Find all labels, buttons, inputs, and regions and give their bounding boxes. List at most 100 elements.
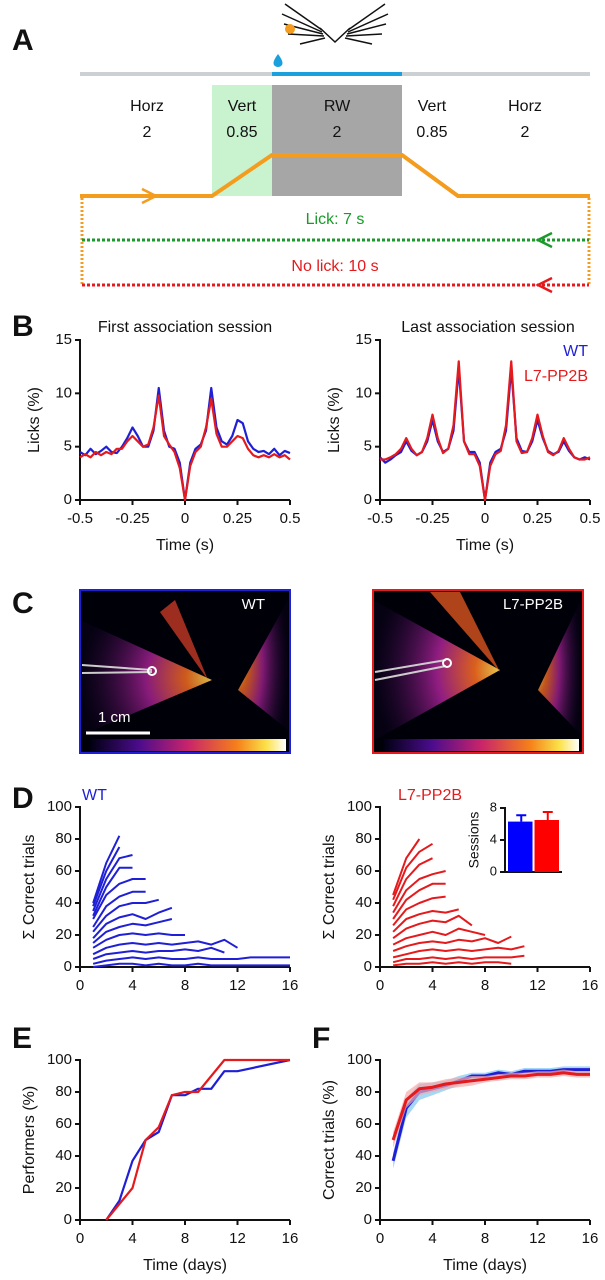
chart-title: First association session (98, 319, 272, 336)
panel-c: WT 1 cm L7-PP2B (79, 589, 584, 754)
error-band (393, 1066, 590, 1169)
panel-label: B (12, 310, 34, 343)
series-line (105, 1058, 290, 1221)
y-axis-label: Σ Correct trials (321, 834, 338, 939)
y-tick-label: 80 (55, 1083, 72, 1100)
y-tick-label: 20 (355, 1179, 372, 1196)
y-tick-label: 60 (355, 862, 372, 879)
x-tick-label: 16 (282, 1230, 299, 1247)
zone-name: Vert (228, 98, 257, 115)
no-lick-label: No lick: 10 s (291, 258, 378, 275)
x-tick-label: 0 (181, 510, 189, 527)
zone-name: Vert (418, 98, 447, 115)
y-tick-label: 40 (55, 1147, 72, 1164)
y-tick-label: 0 (490, 863, 497, 878)
y-tick-label: 60 (355, 1115, 372, 1132)
x-tick-label: 4 (428, 977, 436, 994)
x-tick-label: 12 (529, 977, 546, 994)
series-line (393, 961, 512, 967)
y-tick-label: 0 (64, 491, 72, 508)
x-tick-label: 0 (376, 977, 384, 994)
y-tick-label: 100 (347, 1051, 372, 1068)
error-band (393, 1069, 590, 1148)
y-tick-label: 100 (347, 798, 372, 815)
series-line (392, 838, 421, 896)
y-axis-label: Performers (%) (21, 1086, 38, 1194)
y-tick-label: 60 (55, 862, 72, 879)
series-line (92, 898, 159, 933)
heatmap-wt (79, 589, 291, 754)
series-line (92, 878, 146, 920)
panel-label: A (12, 24, 34, 57)
mouse-whiskers-icon (281, 3, 389, 45)
series-line (92, 938, 239, 956)
series-line (92, 835, 121, 904)
series-line (380, 360, 591, 502)
zone-name: Horz (508, 98, 542, 115)
no-lick-arrow (535, 276, 553, 294)
y-tick-label: 100 (47, 798, 72, 815)
x-tick-label: 8 (481, 977, 489, 994)
panel-label: C (12, 587, 34, 620)
y-tick-label: 20 (55, 1179, 72, 1196)
y-tick-label: 80 (355, 830, 372, 847)
direction-arrow (141, 187, 159, 205)
y-tick-label: 8 (490, 799, 497, 814)
y-tick-label: 0 (64, 1211, 72, 1228)
y-tick-label: 0 (64, 958, 72, 975)
chart-title: WT (82, 787, 107, 804)
bar (508, 821, 533, 872)
y-tick-label: 0 (364, 491, 372, 508)
zone-name: RW (324, 98, 351, 115)
y-tick-label: 0 (364, 958, 372, 975)
zone-value: 2 (143, 124, 152, 141)
x-tick-label: -0.25 (115, 510, 149, 527)
y-tick-label: 20 (55, 926, 72, 943)
y-tick-label: 15 (355, 331, 372, 348)
y-axis-label: Licks (%) (326, 387, 343, 453)
x-axis-label: Time (s) (156, 537, 214, 554)
orange-dot (285, 24, 295, 34)
x-tick-label: 0 (76, 977, 84, 994)
bar (534, 820, 559, 872)
zone-name: Horz (130, 98, 164, 115)
y-tick-label: 60 (55, 1115, 72, 1132)
series-line (92, 946, 225, 960)
y-tick-label: 15 (55, 331, 72, 348)
x-tick-label: 4 (428, 1230, 436, 1247)
x-tick-label: 4 (128, 977, 136, 994)
x-tick-label: 0 (481, 510, 489, 527)
rw-zone (272, 85, 402, 196)
error-bar (516, 814, 527, 822)
series-line (92, 906, 173, 939)
panel-a: Horz 2 Vert 0.85 RW 2 Vert 0.85 Horz 2 L… (80, 3, 591, 294)
series-line (392, 954, 525, 964)
series-line (392, 857, 433, 907)
x-axis-label: Time (s) (456, 537, 514, 554)
error-bar (542, 811, 553, 820)
y-axis-label: Sessions (466, 812, 482, 869)
water-drop (273, 54, 283, 68)
series-line (392, 882, 446, 920)
x-tick-label: 8 (181, 977, 189, 994)
y-axis-label: Correct trials (%) (321, 1080, 338, 1200)
x-tick-label: 16 (582, 1230, 599, 1247)
series-line (392, 842, 434, 901)
y-tick-label: 40 (355, 1147, 372, 1164)
series-line (391, 1071, 590, 1141)
x-tick-label: 16 (582, 977, 599, 994)
zone-value: 2 (521, 124, 530, 141)
chart-title: L7-PP2B (398, 787, 462, 804)
y-tick-label: 80 (55, 830, 72, 847)
x-tick-label: 0.5 (280, 510, 301, 527)
series-line (105, 1058, 291, 1221)
series-line (392, 945, 525, 959)
y-tick-label: 40 (55, 894, 72, 911)
series-line (92, 956, 290, 965)
series-line (92, 854, 133, 912)
x-tick-label: 0.5 (580, 510, 601, 527)
legend-entry: L7-PP2B (524, 368, 588, 385)
series-line (392, 914, 473, 940)
y-tick-label: 10 (355, 384, 372, 401)
scale-bar-label: 1 cm (98, 709, 131, 726)
